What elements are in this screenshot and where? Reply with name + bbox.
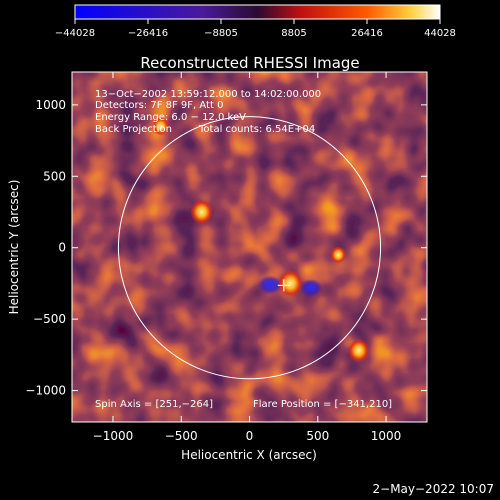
y-tick-label: −1000 — [25, 384, 66, 398]
x-axis-label: Heliocentric X (arcsec) — [181, 448, 317, 462]
x-tick-label: 0 — [246, 429, 254, 443]
spin-axis-label: Spin Axis = [251,−264] — [95, 399, 213, 410]
bright-source — [330, 246, 347, 264]
bright-source — [348, 338, 370, 363]
negative-source — [257, 275, 283, 295]
x-tick-label: 500 — [306, 429, 329, 443]
colorbar-ticks: −44028 −26416 −8805 8805 26416 44028 — [55, 19, 456, 39]
chart-title: Reconstructed RHESSI Image — [140, 54, 359, 72]
colorbar-tick-label: 44028 — [424, 28, 456, 39]
x-tick-label: −1000 — [93, 429, 134, 443]
bright-source — [190, 199, 213, 225]
flare-position-label: Flare Position = [−341,210] — [253, 399, 392, 410]
colorbar-frame — [74, 4, 441, 20]
y-axis-label: Heliocentric Y (arcsec) — [7, 180, 21, 315]
negative-source — [299, 279, 323, 297]
colorbar-tick-label: 8805 — [281, 28, 306, 39]
bright-source — [278, 269, 303, 297]
image-area — [72, 72, 427, 422]
y-tick-label: 0 — [58, 241, 66, 255]
image-background — [72, 72, 427, 422]
annotation-time: 13−Oct−2002 13:59:12.000 to 14:02:00.000 — [95, 89, 321, 100]
colorbar-tick-label: −8805 — [204, 28, 238, 39]
colorbar-tick-label: −44028 — [55, 28, 95, 39]
x-tick-label: −500 — [165, 429, 198, 443]
bright-source — [152, 117, 170, 136]
solar-limb-circle — [117, 116, 382, 380]
spin-axis-marker — [277, 279, 290, 292]
annotation-method: Back Projection — [95, 124, 172, 135]
y-tick-label: 1000 — [35, 98, 66, 112]
x-axis-ticks: −1000 −500 0 500 1000 — [93, 72, 402, 443]
y-tick-label: 500 — [43, 169, 66, 183]
y-tick-label: −500 — [33, 312, 66, 326]
x-tick-label: 1000 — [371, 429, 402, 443]
annotation-detectors: Detectors: 7F 8F 9F, Att 0 — [95, 100, 223, 111]
annotation-counts: Total counts: 6.54E+04 — [198, 124, 315, 135]
footer-timestamp: 2−May−2022 10:07 — [373, 482, 495, 496]
y-axis-ticks: −1000 −500 0 500 1000 — [25, 98, 427, 398]
annotation-energy: Energy Range: 6.0 − 12.0 keV — [95, 112, 246, 123]
colorbar-tick-label: −26416 — [128, 28, 168, 39]
colorbar-tick-label: 26416 — [351, 28, 383, 39]
colorbar — [75, 5, 440, 19]
